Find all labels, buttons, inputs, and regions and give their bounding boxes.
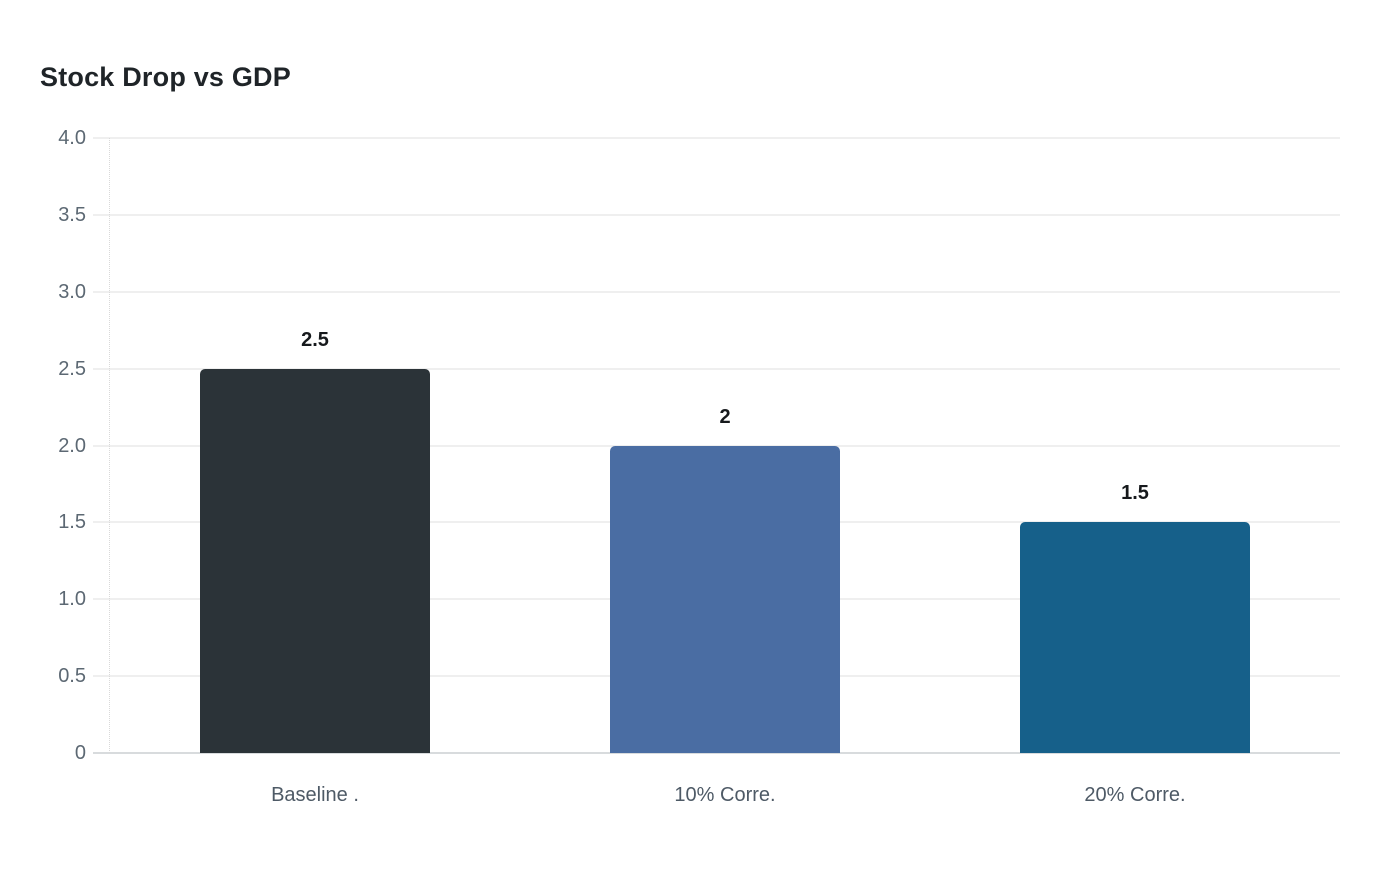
x-axis-tick-label: Baseline . [271,784,359,806]
y-axis-tick-label: 3.5 [58,203,86,226]
y-axis-tick-label: 1.0 [58,588,86,611]
bar-20-corre[interactable] [1020,522,1250,753]
y-axis-tick-label: 2.5 [58,357,86,380]
y-axis-tick-label: 4.0 [58,127,86,149]
bar-value-label: 2 [719,405,731,428]
y-axis-tick-label: 0.5 [58,665,86,688]
bar-baseline[interactable] [200,368,430,753]
y-axis-tick-label: 1.5 [58,511,86,534]
bar-value-label: 1.5 [1121,482,1149,505]
bar-10-corre[interactable] [610,445,840,753]
x-axis-baseline [93,752,1340,754]
y-axis-line [109,138,110,753]
gridline [93,290,1340,293]
x-axis-tick-label: 20% Corre. [1084,784,1186,806]
gridline [93,367,1340,370]
y-axis-tick-label: 3.0 [58,280,86,303]
x-axis-tick-label: 10% Corre. [674,784,776,806]
chart-title: Stock Drop vs GDP [40,62,291,92]
bar-value-label: 2.5 [301,328,329,351]
y-axis-tick-label: 2.0 [58,434,86,457]
gridline [93,137,1340,139]
y-axis-tick-label: 0 [74,742,86,764]
gridline [93,213,1340,216]
